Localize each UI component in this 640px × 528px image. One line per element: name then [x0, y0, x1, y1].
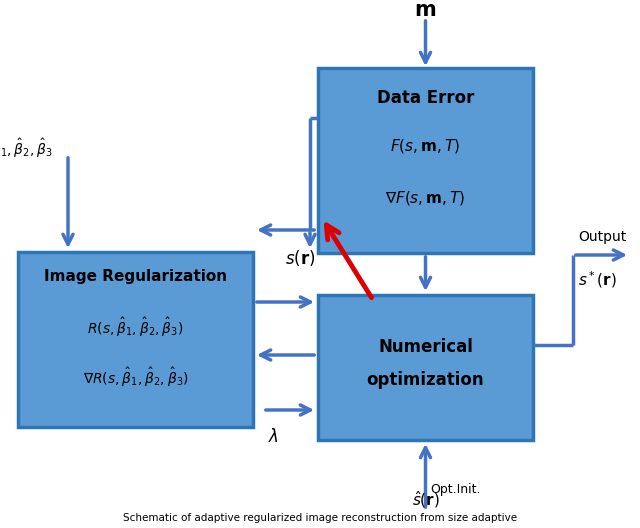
Text: optimization: optimization: [367, 371, 484, 389]
FancyBboxPatch shape: [318, 68, 533, 253]
Text: $\nabla F(s,\mathbf{m},T)$: $\nabla F(s,\mathbf{m},T)$: [385, 189, 466, 207]
FancyBboxPatch shape: [318, 295, 533, 440]
Text: $\lambda$: $\lambda$: [268, 428, 278, 446]
Text: Output: Output: [578, 230, 627, 244]
Text: $F(s,\mathbf{m},T)$: $F(s,\mathbf{m},T)$: [390, 137, 461, 155]
Text: Numerical: Numerical: [378, 338, 473, 356]
Text: Data Error: Data Error: [377, 89, 474, 107]
Text: Opt.Init.: Opt.Init.: [431, 484, 481, 496]
Text: $\hat{s}(\mathbf{r})$: $\hat{s}(\mathbf{r})$: [412, 489, 440, 510]
Text: $s(\mathbf{r})$: $s(\mathbf{r})$: [285, 248, 316, 268]
Text: Image Regularization: Image Regularization: [44, 269, 227, 285]
Text: $R(s,\hat{\beta}_1,\hat{\beta}_2,\hat{\beta}_3)$: $R(s,\hat{\beta}_1,\hat{\beta}_2,\hat{\b…: [87, 315, 184, 338]
Text: $\hat{\beta}_1,\hat{\beta}_2,\hat{\beta}_3$: $\hat{\beta}_1,\hat{\beta}_2,\hat{\beta}…: [0, 136, 53, 159]
FancyBboxPatch shape: [18, 252, 253, 427]
Text: Schematic of adaptive regularized image reconstruction from size adaptive: Schematic of adaptive regularized image …: [123, 513, 517, 523]
Text: $s^*(\mathbf{r})$: $s^*(\mathbf{r})$: [578, 270, 617, 290]
Text: $\mathbf{m}$: $\mathbf{m}$: [415, 0, 436, 20]
Text: $\nabla R(s,\hat{\beta}_1,\hat{\beta}_2,\hat{\beta}_3)$: $\nabla R(s,\hat{\beta}_1,\hat{\beta}_2,…: [83, 365, 188, 389]
